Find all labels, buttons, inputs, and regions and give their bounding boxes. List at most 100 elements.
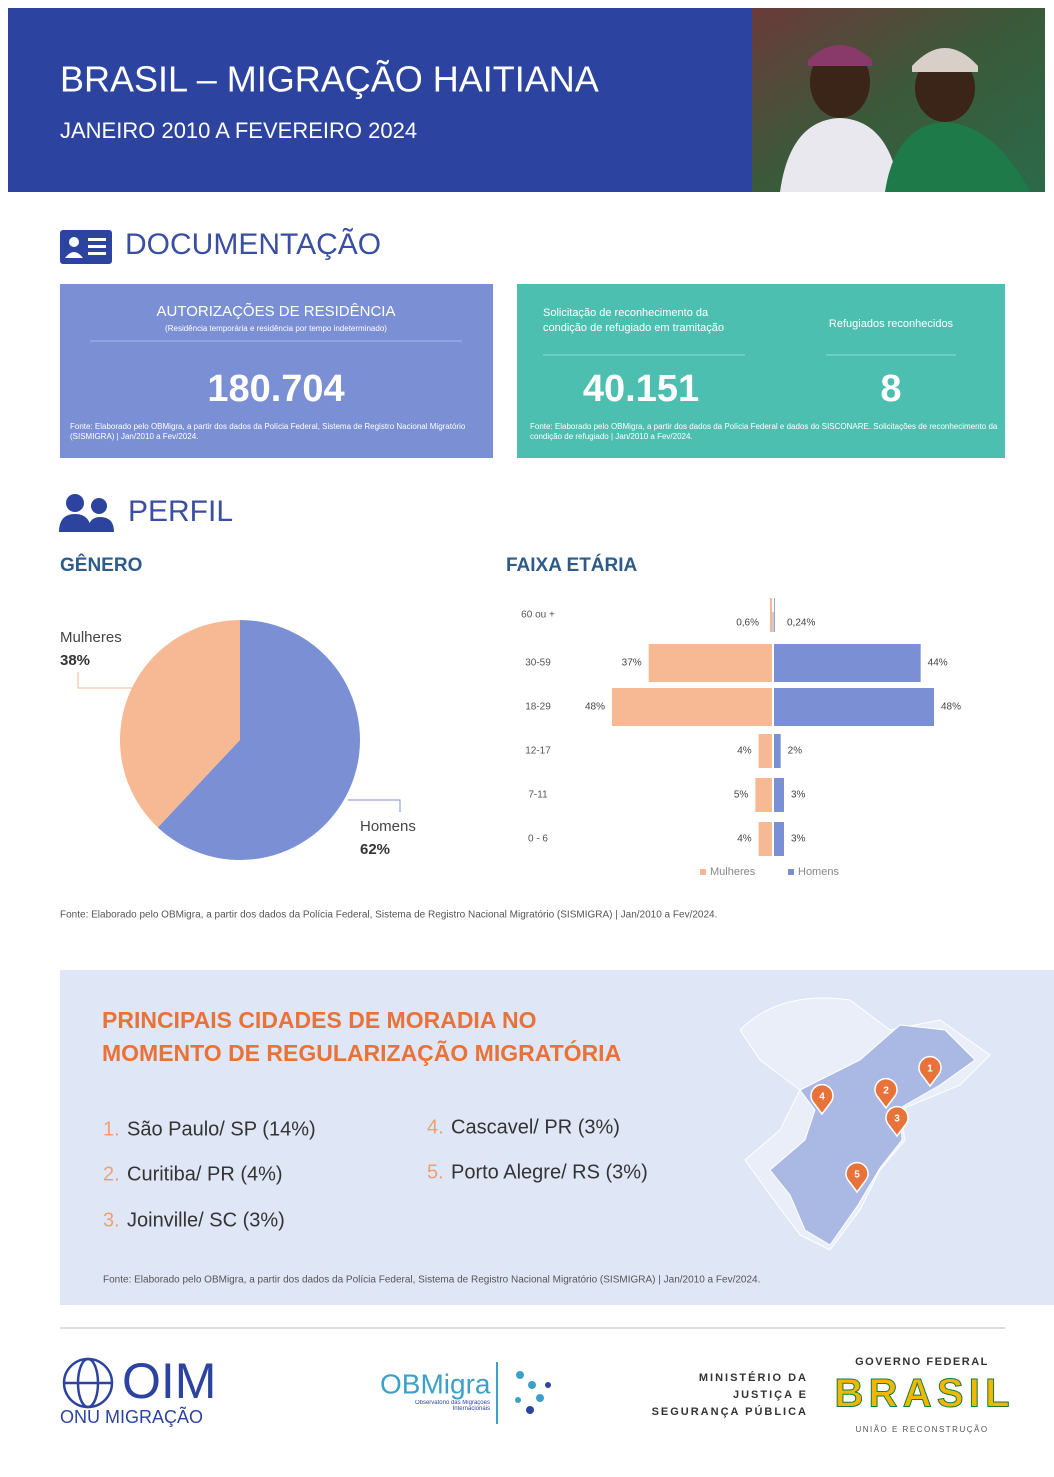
oim-sub: ONU MIGRAÇÃO [60, 1406, 203, 1427]
bar [774, 688, 934, 726]
chart-title: FAIXA ETÁRIA [506, 554, 638, 576]
obmigra-sub: Observatório das Migrações Internacionai… [414, 1400, 490, 1412]
y-tick-label: 60 ou + [521, 610, 555, 621]
card-value: 40.151 [583, 368, 699, 410]
value-label: 5% [734, 790, 749, 801]
city-rank: 1. [103, 1118, 120, 1140]
value-label: 3% [791, 790, 806, 801]
card-label: Solicitação de reconhecimento da condiçã… [543, 307, 724, 334]
ministerio: SEGURANÇA PÚBLICA [652, 1405, 808, 1418]
brasil-logo: BRASIL [835, 1372, 1010, 1416]
bar [774, 822, 784, 856]
map-pin [845, 1161, 869, 1194]
map-pin-label: 4 [819, 1092, 825, 1103]
map-pin-label: 2 [883, 1086, 889, 1097]
card [60, 284, 493, 458]
obmigra-logo [496, 1362, 551, 1424]
title: BRASIL – MIGRAÇÃO HAITIANA [60, 59, 599, 100]
value-label: 4% [737, 746, 752, 757]
section-title: DOCUMENTAÇÃO [125, 227, 381, 261]
city-rank: 5. [427, 1161, 444, 1183]
card-source: Fonte: Elaborado pelo OBMigra, a partir … [530, 422, 998, 441]
source: Fonte: Elaborado pelo OBMigra, a partir … [60, 910, 717, 921]
bar [758, 734, 772, 768]
cities-title: MOMENTO DE REGULARIZAÇÃO MIGRATÓRIA [102, 1039, 621, 1066]
pie-value-label: 38% [60, 652, 90, 669]
value-label: 3% [791, 834, 806, 845]
source: Fonte: Elaborado pelo OBMigra, a partir … [103, 1275, 760, 1286]
legend-label: Mulheres [710, 866, 756, 878]
oim-logo [62, 1357, 114, 1409]
bar [774, 734, 781, 768]
chart-title: GÊNERO [60, 554, 142, 576]
city-rank: 3. [103, 1209, 120, 1231]
map-pin [874, 1077, 898, 1110]
legend-swatch [700, 869, 706, 875]
ministerio: JUSTIÇA E [733, 1389, 808, 1401]
leader-line [348, 799, 401, 812]
pie-slice [157, 620, 360, 860]
card-label-box: Solicitação de reconhecimento da condiçã… [543, 307, 724, 334]
city: Porto Alegre/ RS (3%) [451, 1161, 648, 1183]
value-label: 48% [941, 702, 961, 713]
bar [612, 688, 772, 726]
city: Cascavel/ PR (3%) [451, 1116, 620, 1138]
bar [648, 644, 772, 682]
bar [774, 598, 775, 632]
value-label: 0,6% [736, 618, 759, 629]
obmigra: OBMigra [380, 1368, 491, 1399]
pie-value-label: 62% [360, 841, 390, 858]
pie-label: Homens [360, 818, 416, 835]
legend-label: Homens [798, 866, 839, 878]
map-pin [918, 1055, 942, 1088]
map-pin-label: 5 [854, 1170, 860, 1181]
card-value: 180.704 [207, 368, 344, 410]
card-label: AUTORIZAÇÕES DE RESIDÊNCIA [157, 303, 396, 320]
doc-icon [60, 230, 112, 264]
bar [770, 598, 772, 632]
city-rank: 2. [103, 1163, 120, 1185]
map-pin-label: 1 [927, 1064, 933, 1075]
value-label: 48% [585, 702, 605, 713]
card-label: Refugiados reconhecidos [829, 318, 954, 330]
y-tick-label: 18-29 [525, 702, 551, 713]
bar [755, 778, 772, 812]
city-rank: 4. [427, 1116, 444, 1138]
card-source-box: Fonte: Elaborado pelo OBMigra, a partir … [70, 422, 466, 441]
value-label: 2% [788, 746, 803, 757]
city: São Paulo/ SP (14%) [127, 1118, 316, 1140]
map-pin-label: 3 [894, 1114, 900, 1125]
header-photo [752, 8, 1045, 192]
card-sublabel: (Residência temporária e residência por … [165, 324, 387, 333]
ministerio: MINISTÉRIO DA [699, 1371, 808, 1384]
legend-swatch [788, 869, 794, 875]
obmigra-sub-box: Observatório das Migrações Internacionai… [414, 1400, 490, 1412]
section-title: PERFIL [128, 495, 233, 528]
map-pin [810, 1083, 834, 1116]
value-label: 44% [928, 658, 948, 669]
y-tick-label: 0 - 6 [528, 834, 548, 845]
value-label: 0,24% [787, 618, 815, 629]
card-source: Fonte: Elaborado pelo OBMigra, a partir … [70, 422, 466, 441]
value-label: 37% [622, 658, 642, 669]
pie-label: Mulheres [60, 629, 122, 646]
perfil-icon [59, 494, 114, 532]
bar [758, 822, 772, 856]
governo-sub: UNIÃO E RECONSTRUÇÃO [855, 1425, 988, 1434]
city: Joinville/ SC (3%) [127, 1209, 285, 1231]
cities-title: PRINCIPAIS CIDADES DE MORADIA NO [102, 1007, 536, 1033]
y-tick-label: 30-59 [525, 658, 551, 669]
city: Curitiba/ PR (4%) [127, 1163, 283, 1185]
y-tick-label: 7-11 [528, 790, 548, 801]
bar [774, 778, 784, 812]
subtitle: JANEIRO 2010 A FEVEREIRO 2024 [60, 118, 417, 143]
governo: GOVERNO FEDERAL [855, 1356, 989, 1368]
oim: OIM [122, 1353, 216, 1409]
value-label: 4% [737, 834, 752, 845]
card-source-box: Fonte: Elaborado pelo OBMigra, a partir … [530, 422, 998, 441]
card-value: 8 [880, 368, 901, 410]
map-pin [885, 1105, 909, 1138]
pie-slice [120, 620, 240, 828]
y-tick-label: 12-17 [525, 746, 551, 757]
